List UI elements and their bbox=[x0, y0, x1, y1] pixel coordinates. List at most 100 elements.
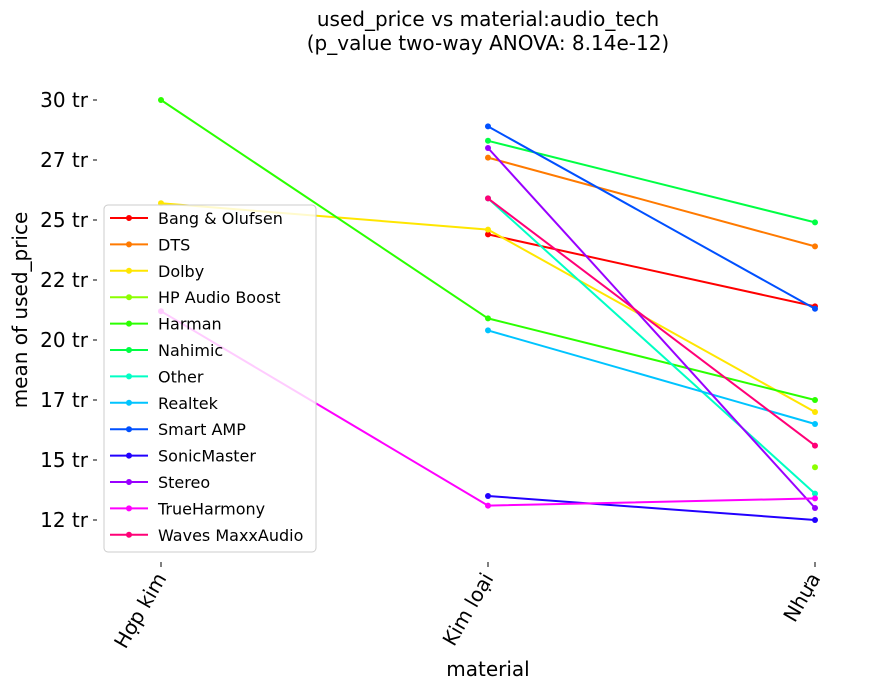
y-tick-label: 25 tr bbox=[40, 208, 89, 232]
series-dts bbox=[485, 154, 818, 250]
legend-box bbox=[103, 204, 317, 553]
data-point bbox=[812, 495, 818, 502]
legend-label: Dolby bbox=[158, 262, 204, 281]
data-point bbox=[812, 464, 818, 471]
series-harman bbox=[158, 97, 818, 403]
legend-item: Dolby bbox=[110, 262, 204, 281]
series-line bbox=[487, 156, 816, 248]
legend-item: DTS bbox=[110, 235, 190, 254]
data-point bbox=[812, 490, 818, 497]
legend-swatch-marker bbox=[126, 479, 132, 485]
legend-item: Waves MaxxAudio bbox=[110, 526, 303, 545]
data-point bbox=[485, 493, 491, 499]
series-waves-maxxaudio bbox=[485, 195, 818, 449]
data-point bbox=[485, 502, 491, 509]
data-point bbox=[812, 397, 818, 403]
series-other bbox=[485, 195, 818, 497]
legend-swatch-marker bbox=[126, 320, 132, 327]
legend-label: Smart AMP bbox=[158, 420, 246, 439]
x-tick-label: Nhựa bbox=[778, 569, 825, 627]
legend-swatch-marker bbox=[126, 531, 132, 538]
series-stereo bbox=[485, 145, 818, 511]
legend-label: Bang & Olufsen bbox=[158, 209, 283, 228]
data-point bbox=[485, 226, 491, 233]
series-smart-amp bbox=[485, 123, 818, 312]
legend-swatch-marker bbox=[126, 505, 132, 512]
data-point bbox=[812, 421, 818, 427]
data-point bbox=[812, 305, 818, 312]
data-point bbox=[485, 145, 491, 151]
x-axis-label: material bbox=[446, 657, 529, 681]
series-bang-olufsen bbox=[485, 231, 818, 310]
legend-item: Harman bbox=[110, 315, 222, 334]
y-tick-label: 12 tr bbox=[40, 508, 89, 532]
legend-label: Waves MaxxAudio bbox=[158, 526, 303, 545]
y-tick-label: 22 tr bbox=[40, 268, 89, 292]
data-point bbox=[485, 195, 491, 202]
legend-label: Harman bbox=[158, 315, 222, 334]
series-line bbox=[487, 125, 816, 310]
legend-label: DTS bbox=[158, 235, 190, 254]
legend-swatch-marker bbox=[126, 294, 132, 301]
legend-item: SonicMaster bbox=[110, 447, 256, 466]
data-point bbox=[485, 137, 491, 144]
series-line bbox=[487, 197, 816, 447]
legend-swatch-marker bbox=[126, 215, 132, 221]
y-tick-label: 17 tr bbox=[40, 388, 89, 412]
y-tick-label: 20 tr bbox=[40, 328, 89, 352]
y-tick-label: 27 tr bbox=[40, 148, 89, 172]
data-point bbox=[812, 517, 818, 523]
chart-subtitle: (p_value two-way ANOVA: 8.14e-12) bbox=[307, 31, 669, 55]
legend-item: Smart AMP bbox=[110, 420, 246, 439]
legend: Bang & Olufsen DTS Dolby HP Audio Boost Harm… bbox=[103, 204, 317, 553]
data-point bbox=[812, 409, 818, 415]
series-realtek bbox=[485, 327, 818, 427]
legend-item: Bang & Olufsen bbox=[110, 209, 283, 228]
legend-swatch-marker bbox=[126, 426, 132, 433]
data-point bbox=[812, 243, 818, 250]
legend-label: Realtek bbox=[158, 394, 219, 413]
data-point bbox=[812, 505, 818, 511]
legend-swatch-marker bbox=[126, 347, 132, 353]
legend-item: Nahimic bbox=[110, 341, 223, 360]
y-axis-label: mean of used_price bbox=[8, 212, 32, 409]
legend-swatch-marker bbox=[126, 452, 132, 459]
series-line bbox=[487, 329, 816, 425]
series-hp-audio-boost bbox=[812, 464, 818, 471]
data-point bbox=[485, 154, 491, 161]
data-point bbox=[812, 442, 818, 449]
data-point bbox=[485, 123, 491, 130]
x-tick-label: Kim loại bbox=[437, 569, 498, 650]
legend-label: SonicMaster bbox=[158, 447, 256, 466]
data-point bbox=[485, 231, 491, 238]
legend-item: TrueHarmony bbox=[110, 499, 265, 518]
data-point bbox=[485, 327, 491, 334]
y-tick-label: 15 tr bbox=[40, 448, 89, 472]
legend-label: TrueHarmony bbox=[157, 499, 265, 518]
legend-swatch-marker bbox=[126, 399, 132, 406]
y-axis: 12 tr 15 tr 17 tr 20 tr 22 tr 25 tr 27 tr 30 tr bbox=[40, 88, 97, 532]
data-point bbox=[812, 219, 818, 226]
legend-label: HP Audio Boost bbox=[158, 288, 281, 307]
series-line bbox=[487, 495, 816, 521]
series-line bbox=[487, 197, 816, 495]
legend-swatch-marker bbox=[126, 267, 132, 274]
x-tick-label: Hợp kim bbox=[109, 569, 171, 653]
legend-item: HP Audio Boost bbox=[110, 288, 281, 307]
series-line bbox=[487, 147, 816, 509]
legend-item: Other bbox=[110, 367, 204, 386]
legend-swatch-marker bbox=[126, 241, 132, 248]
series-line bbox=[487, 139, 816, 224]
data-point bbox=[158, 97, 164, 103]
series-nahimic bbox=[485, 137, 818, 226]
legend-label: Other bbox=[158, 367, 204, 386]
data-point bbox=[485, 315, 491, 322]
series-line bbox=[487, 233, 816, 308]
legend-label: Nahimic bbox=[158, 341, 223, 360]
legend-swatch-marker bbox=[126, 373, 132, 380]
y-tick-label: 30 tr bbox=[40, 88, 89, 112]
x-axis: Hợp kim Kim loại Nhựa bbox=[109, 562, 825, 652]
chart-title: used_price vs material:audio_tech bbox=[317, 7, 659, 31]
legend-item: Stereo bbox=[110, 473, 210, 492]
